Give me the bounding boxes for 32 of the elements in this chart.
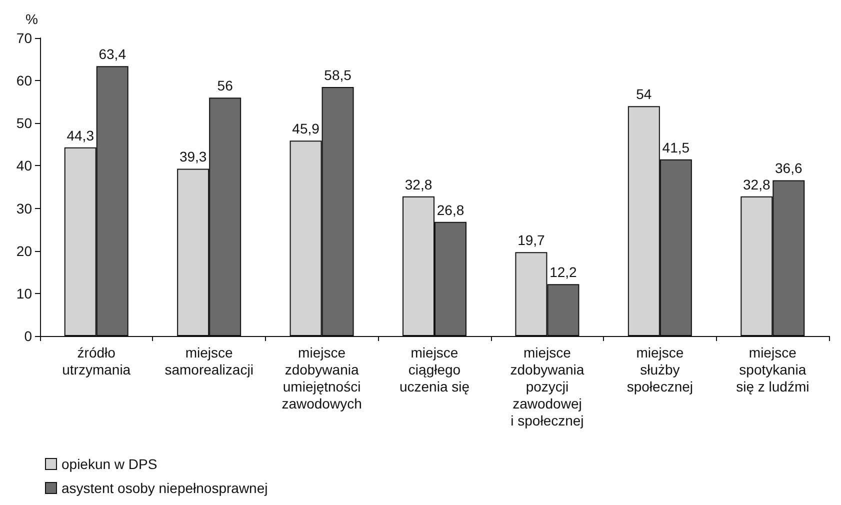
data-label: 36,6 [775, 160, 802, 176]
data-label: 32,8 [404, 176, 432, 192]
data-label: 54 [636, 86, 652, 102]
x-tick-label: miejsce spotykania się z ludźmi [736, 344, 810, 394]
x-tick-label: miejsce samorealizacji [164, 344, 254, 378]
x-tick-label: miejsce zdobywania umiejętności zawodowych [282, 344, 362, 412]
y-tick-label: 30 [16, 200, 32, 216]
x-tick-label: miejsce zdobywania pozycji zawodowej i społecznej [510, 344, 584, 428]
y-tick-label: 60 [16, 72, 32, 89]
data-label: 32,8 [743, 176, 770, 192]
y-tick-label: 50 [16, 115, 32, 132]
data-label: 12,2 [550, 264, 578, 280]
y-axis-title: % [26, 11, 38, 27]
legend-label: asystent osoby niepełnosprawnej [62, 480, 268, 496]
x-tick-label: miejsce służby społecznej [626, 344, 694, 394]
data-label: 19,7 [518, 232, 546, 248]
y-tick-label: 70 [16, 30, 32, 46]
y-tick-label: 10 [16, 285, 32, 302]
y-tick-label: 40 [16, 158, 32, 174]
data-label: 44,3 [66, 127, 94, 144]
y-tick-label: 0 [24, 328, 32, 344]
legend-label: opiekun w DPS [62, 456, 158, 472]
data-label: 26,8 [436, 202, 464, 218]
data-label: 56 [217, 78, 234, 94]
data-label: 63,4 [98, 46, 126, 62]
y-tick-label: 20 [16, 242, 32, 259]
data-label: 58,5 [324, 66, 352, 83]
x-tick-label: miejsce ciągłego uczenia się [399, 344, 470, 394]
data-label: 41,5 [662, 139, 690, 156]
x-tick-label: źródło utrzymania [62, 344, 131, 378]
data-label: 45,9 [292, 120, 320, 137]
data-label: 39,3 [179, 148, 207, 165]
